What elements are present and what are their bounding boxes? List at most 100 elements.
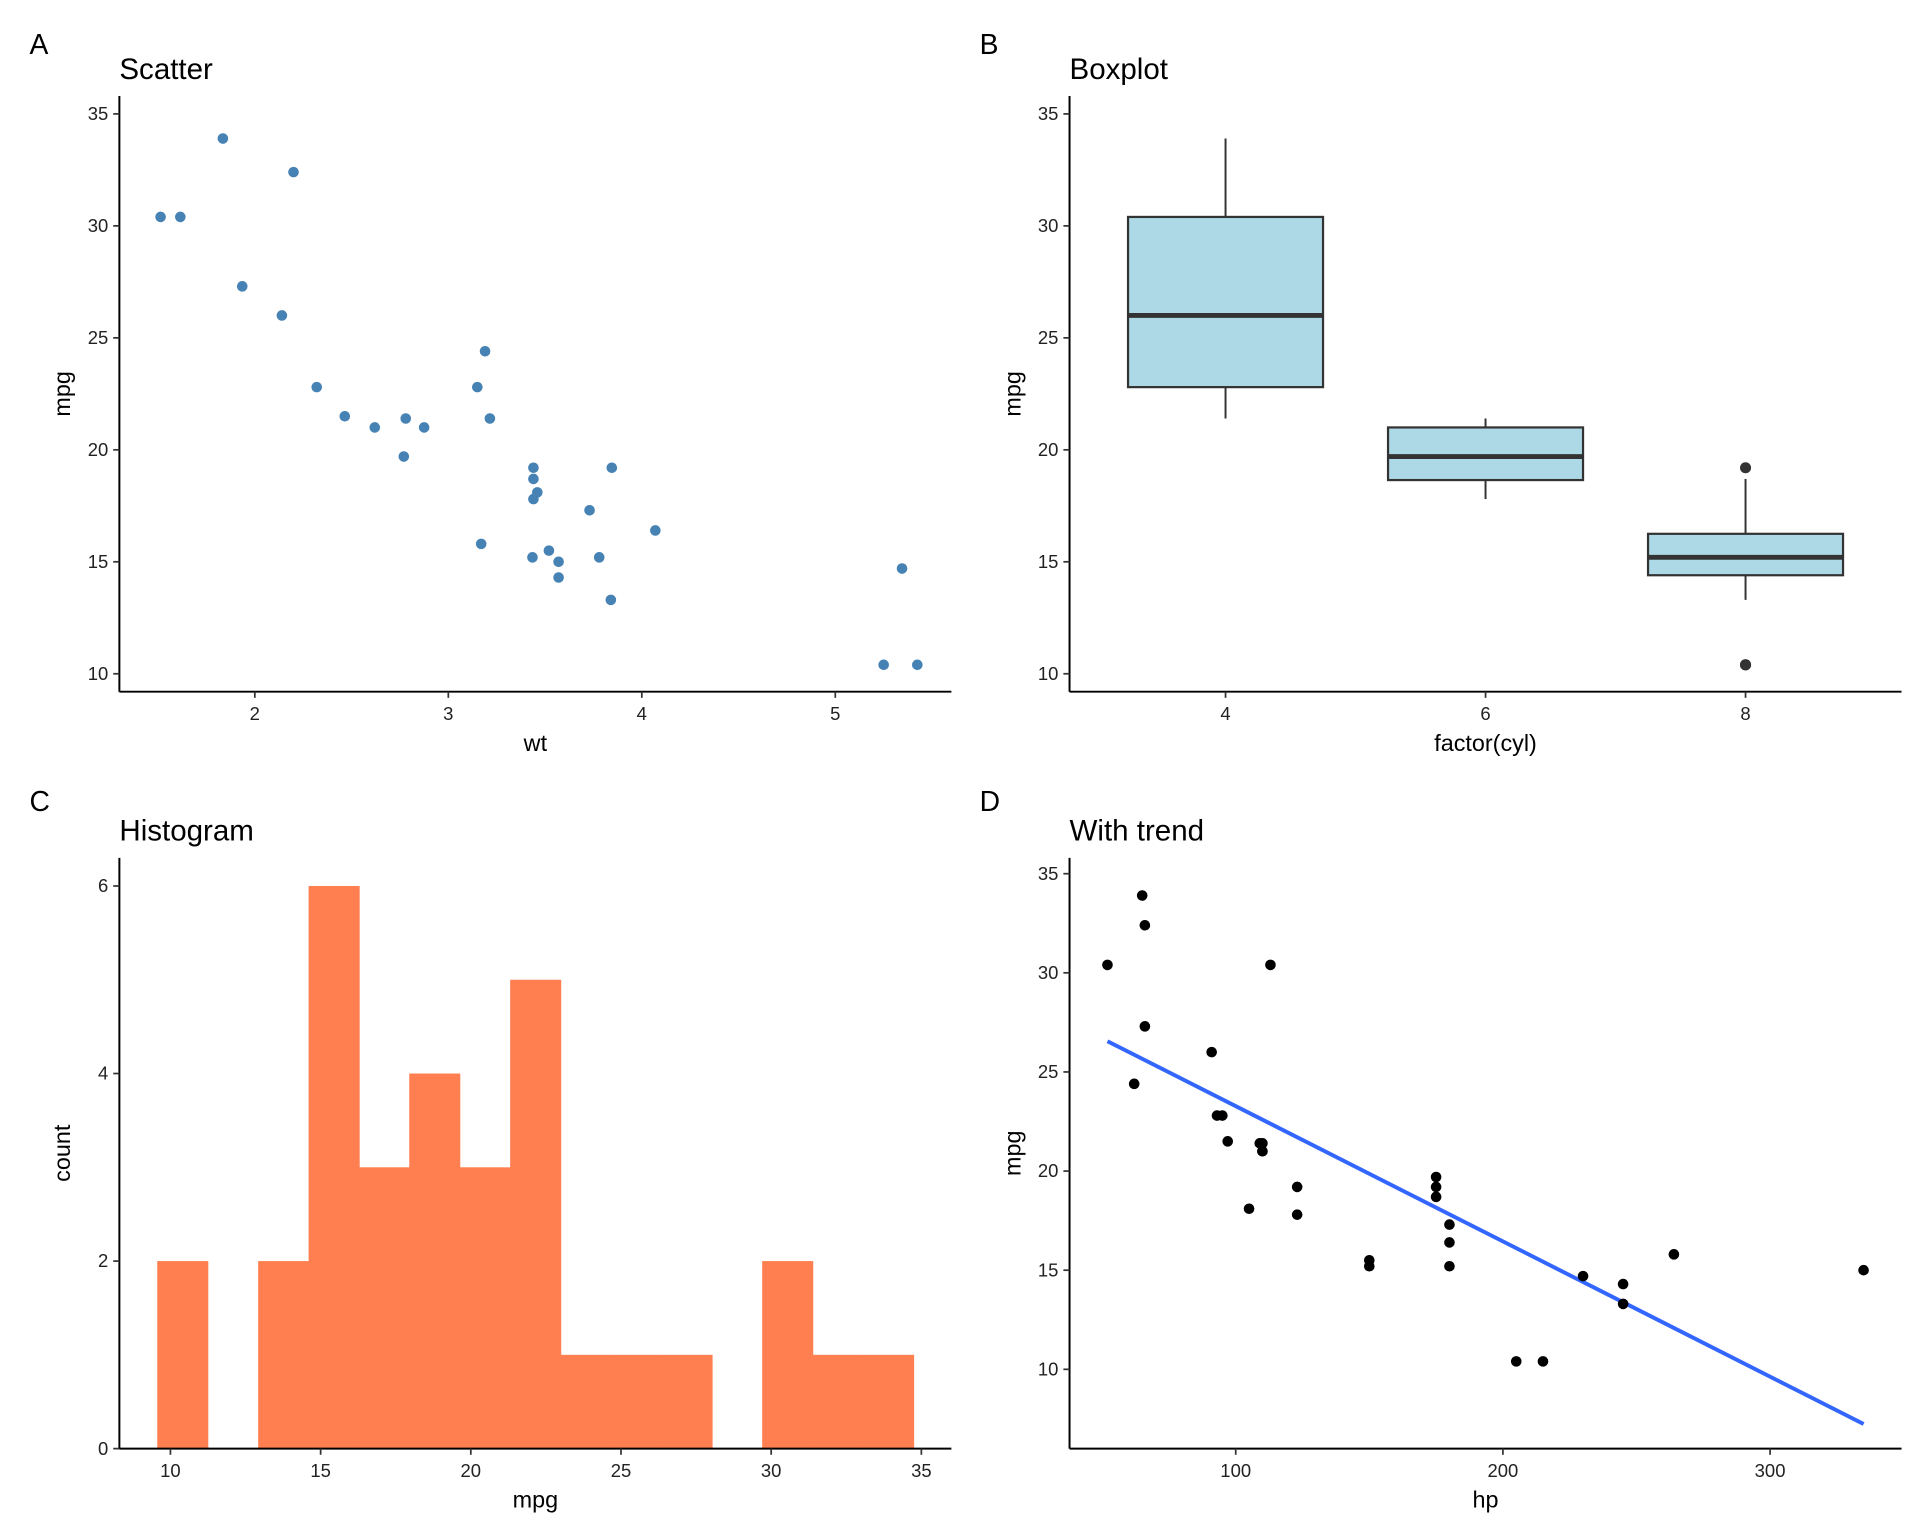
- data-point: [527, 552, 538, 563]
- data-point: [1254, 1138, 1266, 1149]
- data-point: [217, 133, 229, 144]
- chart-title: Histogram: [119, 815, 254, 848]
- y-tick-label: 15: [88, 551, 109, 572]
- data-point: [236, 281, 248, 292]
- data-point: [650, 525, 661, 536]
- x-tick-label: 8: [1740, 703, 1750, 724]
- data-point: [1217, 1110, 1228, 1121]
- y-axis-label: count: [49, 1124, 75, 1182]
- box: [1386, 426, 1585, 482]
- y-tick-label: 20: [1038, 439, 1059, 460]
- data-point: [1430, 1191, 1442, 1203]
- histogram-bar: [459, 1167, 511, 1449]
- data-point: [1102, 959, 1113, 971]
- y-tick-label: 2: [98, 1250, 108, 1271]
- y-tick-label: 20: [88, 439, 109, 460]
- data-point: [1430, 1171, 1442, 1183]
- data-point: [593, 552, 605, 563]
- x-axis-label: factor(cyl): [1434, 730, 1537, 756]
- data-point: [475, 538, 487, 550]
- data-point: [1139, 1021, 1151, 1032]
- x-tick-label: 20: [461, 1460, 482, 1481]
- data-point: [400, 413, 412, 424]
- data-point: [339, 410, 351, 422]
- data-point: [1222, 1136, 1234, 1147]
- y-tick-label: 30: [1038, 215, 1059, 236]
- x-tick-label: 100: [1220, 1460, 1251, 1481]
- panel-tag: A: [30, 28, 49, 60]
- data-point: [288, 166, 299, 178]
- y-tick-label: 10: [1038, 663, 1059, 684]
- y-tick-label: 15: [1038, 1259, 1059, 1280]
- x-tick-label: 4: [637, 703, 647, 724]
- data-point: [369, 422, 381, 433]
- data-point: [1430, 1181, 1442, 1193]
- outlier-point: [1740, 659, 1752, 671]
- data-point: [553, 556, 564, 568]
- data-point: [1206, 1046, 1217, 1058]
- box: [1646, 532, 1845, 577]
- histogram-bar: [812, 1354, 864, 1449]
- histogram-bar: [510, 979, 562, 1449]
- panel-tag: D: [980, 785, 1000, 817]
- x-tick-label: 4: [1220, 703, 1230, 724]
- y-axis-label: mpg: [49, 371, 75, 416]
- data-point: [1139, 919, 1151, 931]
- data-point: [1577, 1270, 1589, 1282]
- data-point: [472, 381, 483, 393]
- x-axis-label: hp: [1473, 1487, 1499, 1513]
- data-point: [311, 381, 323, 393]
- data-point: [398, 451, 410, 462]
- data-point: [606, 462, 618, 474]
- chart-title: Scatter: [119, 53, 213, 86]
- data-point: [1291, 1181, 1303, 1193]
- y-axis-label: mpg: [999, 1130, 1025, 1175]
- y-tick-label: 30: [88, 215, 109, 236]
- chart-title: Boxplot: [1070, 53, 1168, 86]
- y-axis-label: mpg: [999, 371, 1025, 416]
- panel-b: B Boxplot 10 15 20 25 30 35 4 6 8 factor(cyl) mpg: [980, 28, 1902, 756]
- data-point: [418, 422, 430, 433]
- data-point: [1265, 959, 1276, 971]
- data-point: [584, 505, 595, 516]
- histogram-bar: [863, 1354, 915, 1449]
- histogram-bar: [762, 1261, 814, 1449]
- data-point: [543, 545, 555, 556]
- data-point: [1444, 1237, 1455, 1248]
- y-tick-label: 15: [1038, 551, 1059, 572]
- y-tick-label: 10: [88, 663, 109, 684]
- data-point: [1136, 890, 1148, 901]
- y-tick-label: 4: [98, 1063, 108, 1084]
- y-tick-label: 20: [1038, 1160, 1059, 1181]
- data-point: [1444, 1260, 1455, 1272]
- x-tick-label: 200: [1488, 1460, 1519, 1481]
- data-point: [1537, 1356, 1549, 1367]
- panel-d: D With trend 10 15 20 25 30 35 100 200 300 hp mpg: [980, 785, 1902, 1513]
- histogram-bar: [258, 1261, 310, 1449]
- data-point: [1444, 1219, 1455, 1230]
- y-tick-label: 25: [1038, 1061, 1059, 1082]
- data-point: [175, 211, 186, 223]
- data-point: [896, 563, 908, 574]
- x-tick-label: 2: [250, 703, 260, 724]
- data-point: [1617, 1278, 1629, 1290]
- data-point: [1510, 1356, 1522, 1367]
- y-tick-label: 30: [1038, 962, 1059, 983]
- data-point: [878, 659, 889, 671]
- x-axis-label: wt: [523, 730, 548, 756]
- panel-tag: B: [980, 28, 999, 60]
- y-tick-label: 6: [98, 875, 108, 896]
- x-tick-label: 15: [310, 1460, 331, 1481]
- x-tick-label: 25: [611, 1460, 632, 1481]
- data-point: [1243, 1203, 1255, 1215]
- y-tick-label: 25: [88, 327, 109, 348]
- histogram-bar: [308, 885, 360, 1449]
- histogram-bar: [358, 1167, 410, 1449]
- chart-title: With trend: [1070, 815, 1205, 848]
- data-point: [553, 572, 564, 583]
- data-point: [479, 346, 491, 357]
- y-tick-label: 35: [1038, 863, 1059, 884]
- y-tick-label: 35: [1038, 103, 1059, 124]
- y-tick-label: 35: [88, 103, 109, 124]
